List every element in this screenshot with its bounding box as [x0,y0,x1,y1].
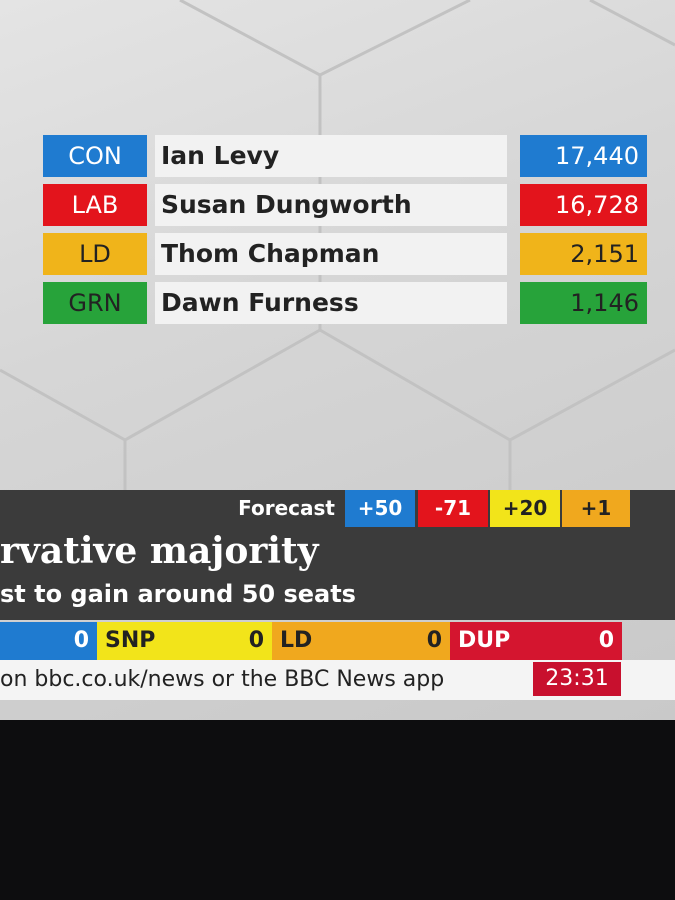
candidate: Dawn Furness [155,282,507,324]
forecast-change: +20 [490,490,560,527]
forecast-change: +50 [345,490,415,527]
result-row: GRN Dawn Furness 1,146 [43,282,647,324]
votes: 16,728 [520,184,647,226]
result-row: CON Ian Levy 17,440 [43,135,647,177]
party: DUP [458,628,511,653]
party: LD [280,628,313,653]
ticker-text: on bbc.co.uk/news or the BBC News app [0,667,445,692]
subheadline: st to gain around 50 seats [0,580,356,608]
votes: 17,440 [520,135,647,177]
party: LAB [43,184,147,226]
party: LD [43,233,147,275]
ticker: on bbc.co.uk/news or the BBC News app 23… [0,660,675,700]
candidate: Ian Levy [155,135,507,177]
headline: rvative majority [0,530,319,572]
candidate: Thom Chapman [155,233,507,275]
seats: 0 [248,628,264,653]
tally-cell: 0 [0,622,97,660]
seats: 0 [73,628,89,653]
clock: 23:31 [533,662,621,696]
seats: 0 [426,628,442,653]
tally-cell: SNP 0 [97,622,272,660]
result-row: LD Thom Chapman 2,151 [43,233,647,275]
party: SNP [105,628,156,653]
headline-band: Forecast +50 -71 +20 +1 rvative majority… [0,490,675,620]
candidate: Susan Dungworth [155,184,507,226]
tally-cell: DUP 0 [450,622,622,660]
votes: 1,146 [520,282,647,324]
seats: 0 [598,628,614,653]
forecast-change: +1 [562,490,630,527]
hex-background [0,0,675,490]
votes: 2,151 [520,233,647,275]
tv-screen: CON Ian Levy 17,440 LAB Susan Dungworth 16,72… [0,0,675,720]
forecast-change: -71 [418,490,488,527]
party: GRN [43,282,147,324]
tally-cell: LD 0 [272,622,450,660]
party: CON [43,135,147,177]
result-row: LAB Susan Dungworth 16,728 [43,184,647,226]
forecast-label: Forecast [238,496,335,520]
